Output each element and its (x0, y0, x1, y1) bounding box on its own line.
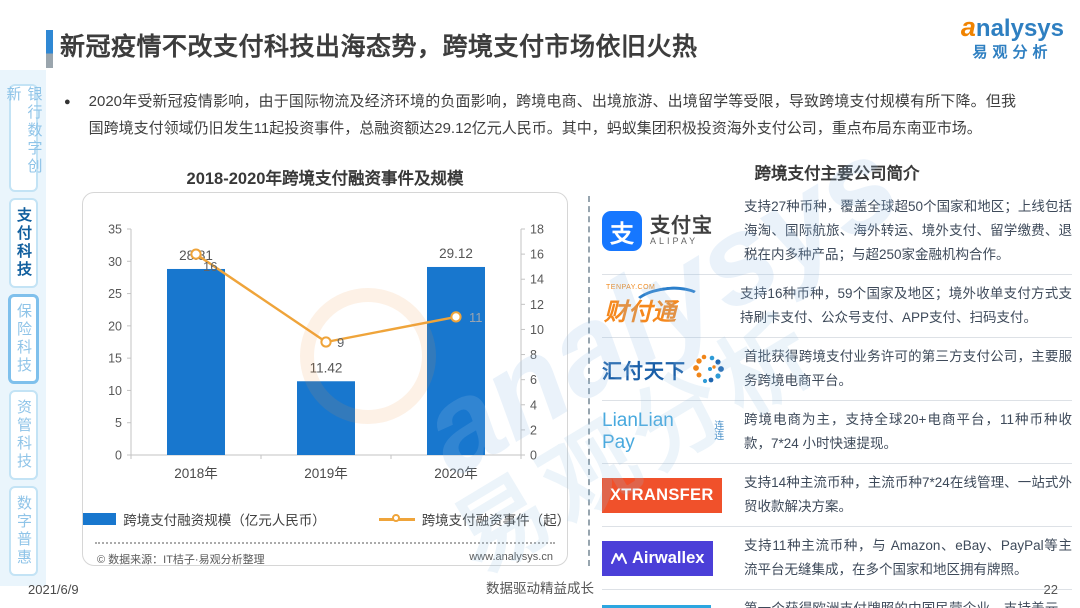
svg-text:20: 20 (108, 319, 122, 333)
company-row-tenpay: TENPAY.COM 财付通 支持16种币种，59个国家及地区；境外收单支付方式… (602, 275, 1072, 338)
sidebar-item-digital-inclusion[interactable]: 数字普惠 (9, 486, 38, 576)
company-row-huifu: 汇付天下 首批获得跨境支付业务许可的第三方支付公司，主要服务跨境电商平台。 (602, 338, 1072, 401)
svg-text:25: 25 (108, 287, 122, 301)
company-desc: 首批获得跨境支付业务许可的第三方支付公司，主要服务跨境电商平台。 (744, 349, 1072, 388)
svg-text:0: 0 (115, 449, 122, 463)
tenpay-cn: 财付通 (604, 299, 676, 326)
svg-text:11.42: 11.42 (310, 360, 343, 375)
company-row-pingpong: pingpong 第一个获得欧洲支付牌照的中国民营企业，支持美元、英镑、欧元、日… (602, 590, 1072, 608)
svg-text:10: 10 (108, 384, 122, 398)
svg-text:9: 9 (337, 335, 344, 350)
airwallex-logo: Airwallex (602, 540, 734, 576)
footer-slogan: 数据驱动精益成长 (486, 581, 594, 596)
alipay-cn: 支付宝 (650, 214, 713, 237)
svg-text:4: 4 (530, 398, 537, 412)
svg-text:2: 2 (530, 423, 537, 437)
xtransfer-wordmark: XTRANSFER (602, 477, 722, 513)
lianlian-en: LianLian Pay (602, 410, 674, 453)
svg-text:16: 16 (203, 259, 217, 274)
pingpong-logo: pingpong (602, 605, 734, 608)
alipay-logo: 支 支付宝 ALIPAY (602, 211, 734, 251)
svg-text:11: 11 (469, 310, 483, 325)
alipay-icon: 支 (602, 211, 642, 251)
svg-text:29.12: 29.12 (439, 246, 473, 261)
company-row-alipay: 支 支付宝 ALIPAY 支持27种币种，覆盖全球超50个国家和地区；上线包括海… (602, 188, 1072, 275)
sidebar-item-asset-tech[interactable]: 资管科技 (9, 390, 38, 480)
tenpay-url: TENPAY.COM (606, 284, 656, 291)
company-desc: 第一个获得欧洲支付牌照的中国民营企业，支持美元、英镑、欧元、日元、澳元、加元、新… (744, 597, 1072, 608)
alipay-en: ALIPAY (650, 235, 699, 246)
combo-chart: 0 5 10 15 20 25 30 35 0 2 4 6 8 10 12 14 16 18 2018年 2019年 2… (108, 223, 544, 482)
huifu-swirl-icon (693, 354, 724, 384)
huifu-cn: 汇付天下 (602, 360, 686, 383)
svg-text:0: 0 (530, 449, 537, 463)
svg-text:6: 6 (530, 373, 537, 387)
lianlian-logo: LianLian Pay 连连 (602, 410, 734, 454)
svg-text:5: 5 (115, 416, 122, 430)
xtransfer-logo: XTRANSFER (602, 477, 734, 513)
svg-text:35: 35 (108, 223, 122, 237)
summary-text: 2020年受新冠疫情影响，由于国际物流及经济环境的负面影响，跨境电商、出境旅游、… (88, 93, 1016, 137)
company-desc: 支持16种币种，59个国家及地区；境外收单支付方式支持刷卡支付、公众号支付、AP… (740, 286, 1072, 325)
airwallex-icon (611, 552, 627, 564)
lianlian-cn: 连连 (714, 421, 725, 442)
chart-source-row: © 数据来源：IT桔子·易观分析整理 www.analysys.cn (83, 544, 567, 567)
bar-swatch-icon (83, 513, 117, 525)
company-desc: 支持11种主流币种，与 Amazon、eBay、PayPal等主流平台无缝集成，… (744, 538, 1072, 577)
analysys-logo: analysys 易观分析 (960, 12, 1064, 61)
legend-bar-label: 跨境支付融资规模（亿元人民币） (123, 513, 326, 528)
sidebar-item-insurance-tech[interactable]: 保险科技 (8, 294, 39, 384)
logo-a-swirl-icon: a (960, 12, 976, 42)
line-swatch-icon (379, 513, 416, 525)
analysys-logo-cn: 易观分析 (972, 43, 1053, 61)
page-title: 新冠疫情不改支付科技出海态势，跨境支付市场依旧火热 (60, 33, 698, 61)
sidebar-item-payment-tech[interactable]: 支付科技 (9, 198, 38, 288)
company-row-xtransfer: XTRANSFER 支持14种主流币种，主流币种7*24在线管理、一站式外贸收款… (602, 464, 1072, 527)
svg-text:2020年: 2020年 (434, 466, 478, 481)
summary-bullet: ● 2020年受新冠疫情影响，由于国际物流及经济环境的负面影响，跨境电商、出境旅… (64, 88, 1016, 142)
footer-date: 2021/6/9 (28, 582, 79, 597)
companies-title: 跨境支付主要公司简介 (754, 165, 920, 183)
svg-text:30: 30 (108, 255, 122, 269)
company-desc: 跨境电商为主，支持全球20+电商平台，11种币种收款，7*24 小时快速提现。 (744, 412, 1072, 451)
svg-text:2018年: 2018年 (174, 466, 218, 481)
airwallex-wordmark: Airwallex (632, 548, 705, 567)
bullet-dot-icon: ● (64, 96, 71, 108)
svg-text:14: 14 (530, 273, 544, 287)
company-row-lianlian: LianLian Pay 连连 跨境电商为主，支持全球20+电商平台，11种币种… (602, 401, 1072, 464)
svg-text:8: 8 (530, 348, 537, 362)
legend-line-label: 跨境支付融资事件（起） (421, 513, 571, 528)
chart-legend: 跨境支付融资规模（亿元人民币） 跨境支付融资事件（起） (83, 505, 571, 533)
companies-section: 跨境支付主要公司简介 支 支付宝 ALIPAY 支持27种币种，覆盖全球超50个… (602, 160, 1072, 608)
tenpay-logo: TENPAY.COM 财付通 (602, 283, 730, 329)
svg-text:12: 12 (530, 298, 544, 312)
title-accent-bar (46, 30, 53, 68)
company-desc: 支持14种主流币种，主流币种7*24在线管理、一站式外贸收款解决方案。 (744, 475, 1072, 514)
pingpong-wordmark: pingpong (602, 605, 711, 608)
huifu-logo: 汇付天下 (602, 353, 734, 385)
legend-item-line: 跨境支付融资事件（起） (379, 509, 571, 529)
vertical-divider (588, 196, 590, 566)
svg-text:2019年: 2019年 (304, 466, 348, 481)
company-row-airwallex: Airwallex 支持11种主流币种，与 Amazon、eBay、PayPal… (602, 527, 1072, 590)
chart-divider (95, 542, 555, 544)
svg-text:10: 10 (530, 323, 544, 337)
page-number: 22 (1043, 582, 1058, 597)
chart-title: 2018-2020年跨境支付融资事件及规模 (186, 170, 464, 188)
legend-item-bar: 跨境支付融资规模（亿元人民币） (83, 509, 326, 529)
svg-text:18: 18 (530, 223, 544, 237)
svg-text:15: 15 (108, 352, 122, 366)
sidebar-item-bank-digital[interactable]: 银行数字创新 (5, 84, 43, 192)
svg-text:16: 16 (530, 248, 544, 262)
website-link[interactable]: www.analysys.cn (469, 551, 553, 563)
chart-panel: 0 5 10 15 20 25 30 35 0 2 4 6 8 10 12 14 16 18 2018年 2019年 2… (82, 192, 571, 567)
company-desc: 支持27种币种，覆盖全球超50个国家和地区；上线包括海淘、国际航旅、海外转运、境… (744, 199, 1072, 262)
analysys-logo-en: analysys (960, 12, 1064, 42)
data-source: © 数据来源：IT桔子·易观分析整理 (97, 554, 265, 566)
